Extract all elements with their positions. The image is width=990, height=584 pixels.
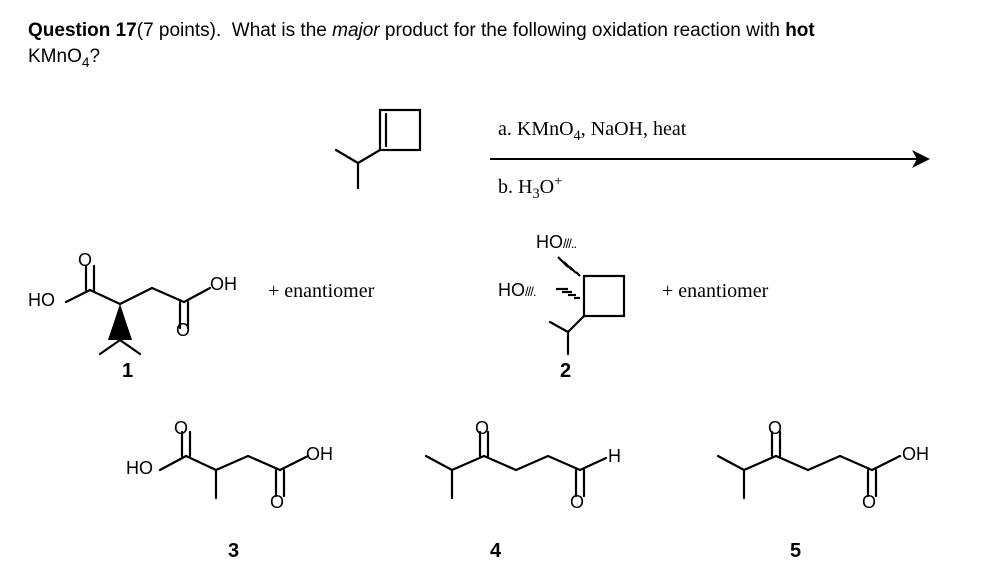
answer-3-oh-label: OH [306, 444, 333, 465]
condition-b: b. H3O+ [498, 176, 562, 199]
answer-1-o-label-left: O [78, 250, 92, 271]
answer-4-structure [408, 412, 648, 522]
answer-1-ho-label: HO [28, 290, 55, 311]
question-number: Question 17 [28, 20, 137, 41]
answer-3-number: 3 [228, 540, 239, 563]
answer-2-ho-side: HO///. [498, 280, 535, 301]
question-reagent: KMnO4? [28, 46, 100, 67]
answer-3-ho-label: HO [126, 458, 153, 479]
answer-2-enantiomer: + enantiomer [662, 280, 768, 303]
answer-5-o-acid: O [862, 492, 876, 513]
reaction-arrow-shaft [490, 158, 920, 160]
question-body-1: What is the [232, 20, 332, 41]
answer-5-oh-label: OH [902, 444, 929, 465]
answer-5-structure [700, 412, 950, 522]
answer-2-structure [530, 248, 650, 358]
answer-2-ho-top: HO///.. [536, 232, 576, 253]
question-text: Question 17(7 points). What is the major… [28, 18, 962, 69]
answer-3-o-left: O [174, 418, 188, 439]
answer-1-oh-label: OH [210, 274, 237, 295]
answer-4-h-label: H [608, 446, 621, 467]
question-points: (7 points). [137, 20, 221, 41]
answer-5-number: 5 [790, 540, 801, 563]
question-body-2: product for the following oxidation reac… [380, 20, 786, 41]
answer-1-number: 1 [122, 360, 133, 383]
question-hot: hot [785, 20, 815, 41]
answer-4-number: 4 [490, 540, 501, 563]
answer-4-o-ald: O [570, 492, 584, 513]
starting-material [300, 100, 450, 190]
answer-3-structure [128, 412, 358, 522]
answer-5-o-ketone: O [768, 418, 782, 439]
answer-1-enantiomer: + enantiomer [268, 280, 374, 303]
answer-3-o-right: O [270, 492, 284, 513]
condition-a: a. KMnO4, NaOH, heat [498, 118, 686, 141]
answer-2-number: 2 [560, 360, 571, 383]
answer-1-o-label-right: O [176, 320, 190, 341]
question-major: major [332, 20, 380, 41]
answer-4-o-ketone: O [475, 418, 489, 439]
answer-1-structure [28, 242, 258, 362]
reaction-arrow-head [912, 150, 936, 168]
